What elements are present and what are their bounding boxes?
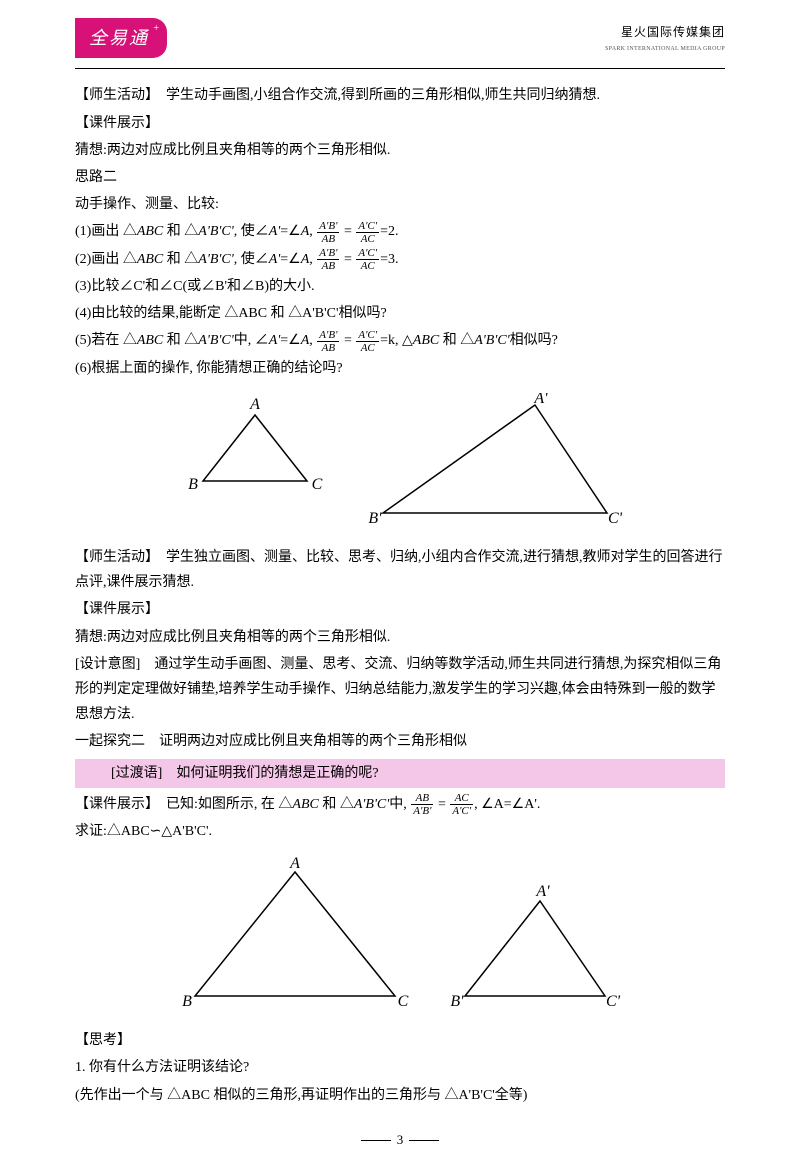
list-item-2: (2)画出 △ABC 和 △A'B'C', 使∠A'=∠A, A'B'AB = …	[75, 247, 725, 272]
paragraph: 思路二	[75, 165, 725, 190]
triangle-small-apbpcp: A' B' C'	[445, 856, 625, 1016]
svg-text:B: B	[188, 476, 198, 493]
svg-text:C: C	[398, 993, 409, 1010]
page-header: 全易通 星火国际传媒集团 SPARK INTERNATIONAL MEDIA G…	[75, 18, 725, 58]
triangle-small-abc: A B C	[175, 393, 335, 503]
paragraph-prove: 求证:△ABC∽△A'B'C'.	[75, 819, 725, 844]
list-item-5: (5)若在 △ABC 和 △A'B'C'中, ∠A'=∠A, A'B'AB = …	[75, 328, 725, 353]
paragraph: 【课件展示】	[75, 111, 725, 136]
list-item-1: (1)画出 △ABC 和 △A'B'C', 使∠A'=∠A, A'B'AB = …	[75, 219, 725, 244]
svg-text:B': B'	[450, 993, 464, 1010]
header-divider	[75, 68, 725, 69]
paragraph: (先作出一个与 △ABC 相似的三角形,再证明作出的三角形与 △A'B'C'全等…	[75, 1083, 725, 1108]
svg-text:B': B'	[368, 510, 382, 527]
paragraph: 猜想:两边对应成比例且夹角相等的两个三角形相似.	[75, 625, 725, 650]
svg-text:B: B	[182, 993, 192, 1010]
paragraph: 猜想:两边对应成比例且夹角相等的两个三角形相似.	[75, 138, 725, 163]
highlight-transition: [过渡语] 如何证明我们的猜想是正确的呢?	[75, 759, 725, 788]
header-publisher: 星火国际传媒集团 SPARK INTERNATIONAL MEDIA GROUP	[605, 22, 725, 54]
svg-text:A': A'	[535, 883, 550, 900]
triangle-large-apbpcp: A' B' C'	[365, 393, 625, 533]
logo-badge: 全易通	[75, 18, 167, 58]
paragraph: 【思考】	[75, 1028, 725, 1053]
paragraph: 【师生活动】 学生独立画图、测量、比较、思考、归纳,小组内合作交流,进行猜想,教…	[75, 545, 725, 595]
paragraph-given: 【课件展示】 已知:如图所示, 在 △ABC 和 △A'B'C'中, ABA'B…	[75, 792, 725, 817]
list-item-3: (3)比较∠C'和∠C(或∠B'和∠B)的大小.	[75, 274, 725, 299]
svg-text:C: C	[312, 476, 323, 493]
svg-text:C': C'	[608, 510, 623, 527]
list-item-4: (4)由比较的结果,能断定 △ABC 和 △A'B'C'相似吗?	[75, 301, 725, 326]
svg-text:A: A	[289, 856, 300, 872]
paragraph: 一起探究二 证明两边对应成比例且夹角相等的两个三角形相似	[75, 729, 725, 754]
paragraph: 【课件展示】	[75, 597, 725, 622]
paragraph: 【师生活动】 学生动手画图,小组合作交流,得到所画的三角形相似,师生共同归纳猜想…	[75, 83, 725, 108]
triangle-large-abc: A B C	[175, 856, 415, 1016]
svg-text:C': C'	[606, 993, 621, 1010]
paragraph: 1. 你有什么方法证明该结论?	[75, 1055, 725, 1080]
triangle-diagram-1: A B C A' B' C'	[75, 393, 725, 533]
page-number: 3	[75, 1128, 725, 1151]
paragraph: 动手操作、测量、比较:	[75, 192, 725, 217]
triangle-diagram-2: A B C A' B' C'	[75, 856, 725, 1016]
svg-text:A: A	[249, 396, 260, 413]
svg-text:A': A'	[533, 393, 548, 407]
list-item-6: (6)根据上面的操作, 你能猜想正确的结论吗?	[75, 356, 725, 381]
paragraph: [设计意图] 通过学生动手画图、测量、思考、交流、归纳等数学活动,师生共同进行猜…	[75, 652, 725, 728]
